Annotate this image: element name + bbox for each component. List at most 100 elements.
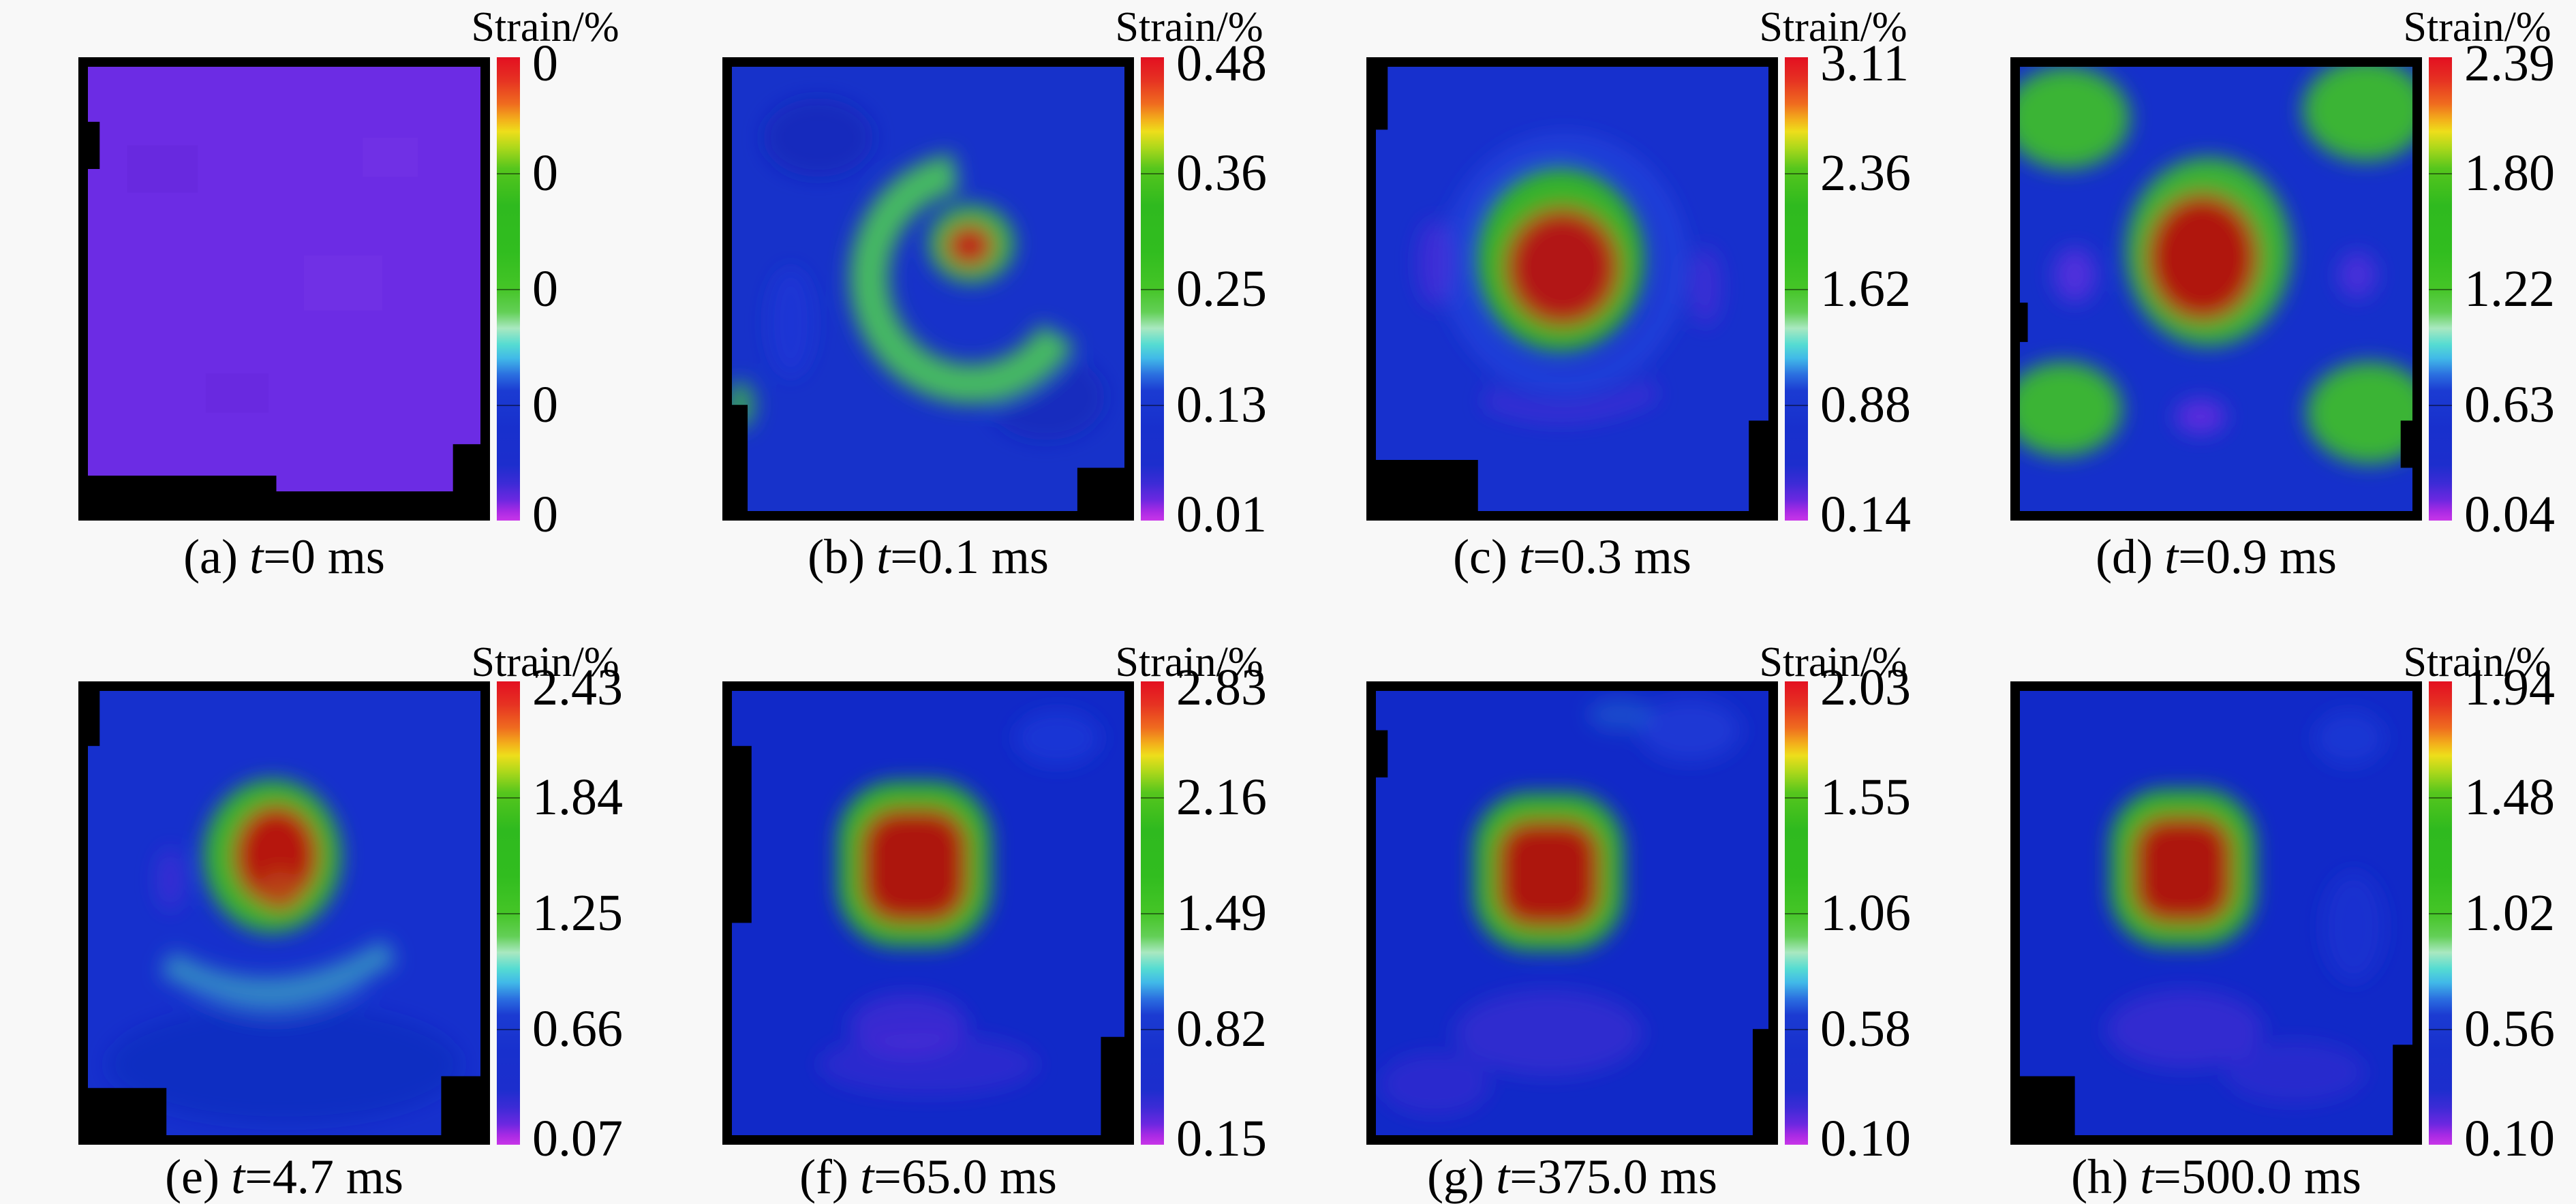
panel-body: 2.03 1.55 1.06 0.58 0.10: [1366, 662, 1957, 1164]
panel-body: 1.94 1.48 1.02 0.56 0.10: [2010, 662, 2576, 1164]
panel-body: 2.39 1.80 1.22 0.63 0.04: [2010, 37, 2576, 540]
colorbar-gradient: [1141, 57, 1164, 521]
caption-time: =65.0 ms: [874, 1149, 1057, 1204]
heatmap-a: [78, 57, 490, 521]
colorbar-tick-labels: 0 0 0 0 0: [532, 37, 669, 540]
tick-label: 2.43: [532, 659, 623, 717]
colorbar-tick: [2429, 405, 2452, 406]
tick-label: 3.11: [1820, 35, 1910, 93]
caption-time: =4.7 ms: [245, 1149, 403, 1204]
panel-f: Strain/%: [644, 600, 1288, 1204]
heatmap-d: [2010, 57, 2422, 521]
tick-label: 0.66: [532, 1000, 623, 1058]
panel-body: 0 0 0 0 0: [78, 37, 669, 540]
caption-index: (b): [808, 529, 865, 584]
colorbar: [1141, 57, 1164, 521]
caption-index: (h): [2071, 1149, 2129, 1204]
caption: (d) t=0.9 ms: [2010, 529, 2422, 584]
colorbar-tick: [1785, 1029, 1808, 1030]
colorbar-gradient: [1141, 681, 1164, 1145]
colorbar-tick: [1141, 289, 1164, 290]
colorbar-tick: [1785, 173, 1808, 174]
tick-label: 2.16: [1176, 769, 1267, 826]
colorbar-tick: [497, 405, 520, 406]
colorbar-tick: [1785, 913, 1808, 914]
colorbar-tick: [1785, 797, 1808, 799]
tick-label: 0: [532, 144, 558, 202]
colorbar-tick: [497, 797, 520, 799]
colorbar-tick-labels: 2.43 1.84 1.25 0.66 0.07: [532, 662, 669, 1164]
tick-label: 1.25: [532, 884, 623, 942]
colorbar-gradient: [2429, 57, 2452, 521]
tick-label: 1.62: [1820, 260, 1911, 318]
tick-label: 0.48: [1176, 35, 1267, 93]
colorbar-gradient: [1785, 57, 1808, 521]
panel-body: 0.48 0.36 0.25 0.13 0.01: [722, 37, 1313, 540]
colorbar-tick: [2429, 173, 2452, 174]
tick-label: 1.02: [2464, 884, 2555, 942]
colorbar-tick: [1141, 173, 1164, 174]
tick-label: 0: [532, 485, 558, 543]
colorbar: [2429, 57, 2452, 521]
tick-label: 0.01: [1176, 485, 1267, 543]
colorbar-tick: [1141, 797, 1164, 799]
caption-index: (d): [2096, 529, 2153, 584]
caption-t-symbol: t: [249, 529, 264, 584]
heatmap-e: [78, 681, 490, 1145]
colorbar-tick: [2429, 289, 2452, 290]
colorbar-gradient: [497, 57, 520, 521]
heatmap-svg: [88, 67, 480, 511]
caption-t-symbol: t: [2164, 529, 2179, 584]
colorbar-title: Strain/%: [1115, 4, 1263, 50]
panel-h: Strain/%: [1932, 600, 2576, 1204]
caption-t-symbol: t: [1519, 529, 1533, 584]
colorbar-tick-labels: 2.83 2.16 1.49 0.82 0.15: [1176, 662, 1313, 1164]
colorbar-title: Strain/%: [1115, 639, 1263, 685]
caption-index: (c): [1453, 529, 1507, 584]
caption-time: =500.0 ms: [2153, 1149, 2361, 1204]
caption: (a) t=0 ms: [78, 529, 490, 584]
colorbar-tick: [1785, 289, 1808, 290]
panel-b: Strain/%: [644, 0, 1288, 600]
caption-time: =0.1 ms: [890, 529, 1049, 584]
tick-label: 0: [532, 260, 558, 318]
caption-time: =0.3 ms: [1533, 529, 1691, 584]
panel-body: 2.43 1.84 1.25 0.66 0.07: [78, 662, 669, 1164]
colorbar-tick: [2429, 1029, 2452, 1030]
colorbar-tick-labels: 3.11 2.36 1.62 0.88 0.14: [1820, 37, 1957, 540]
colorbar-tick-labels: 2.03 1.55 1.06 0.58 0.10: [1820, 662, 1957, 1164]
caption-t-symbol: t: [2140, 1149, 2154, 1204]
heatmap-c: [1366, 57, 1778, 521]
caption: (h) t=500.0 ms: [2010, 1149, 2422, 1204]
tick-label: 0.15: [1176, 1109, 1267, 1167]
caption-index: (e): [165, 1149, 219, 1204]
colorbar-gradient: [2429, 681, 2452, 1145]
caption-index: (a): [183, 529, 238, 584]
heatmap-f: [722, 681, 1134, 1145]
tick-label: 0.07: [532, 1109, 623, 1167]
tick-label: 0.36: [1176, 144, 1267, 202]
colorbar-tick: [1141, 1029, 1164, 1030]
tick-label: 0.56: [2464, 1000, 2555, 1058]
tick-label: 2.36: [1820, 144, 1911, 202]
heatmap-svg: [1376, 67, 1768, 511]
colorbar: [1785, 681, 1808, 1145]
colorbar-title: Strain/%: [471, 639, 619, 685]
caption: (b) t=0.1 ms: [722, 529, 1134, 584]
tick-label: 0.10: [1820, 1109, 1911, 1167]
colorbar-title: Strain/%: [1759, 4, 1907, 50]
tick-label: 1.48: [2464, 769, 2555, 826]
tick-label: 0.04: [2464, 485, 2555, 543]
tick-label: 0.63: [2464, 376, 2555, 433]
tick-label: 2.03: [1820, 659, 1911, 717]
colorbar-title: Strain/%: [2403, 639, 2551, 685]
panel-c: Strain/%: [1288, 0, 1932, 600]
tick-label: 0.13: [1176, 376, 1267, 433]
caption: (f) t=65.0 ms: [722, 1149, 1134, 1204]
colorbar: [1785, 57, 1808, 521]
tick-label: 0.25: [1176, 260, 1267, 318]
colorbar: [1141, 681, 1164, 1145]
caption-index: (f): [799, 1149, 848, 1204]
tick-label: 2.83: [1176, 659, 1267, 717]
caption: (e) t=4.7 ms: [78, 1149, 490, 1204]
